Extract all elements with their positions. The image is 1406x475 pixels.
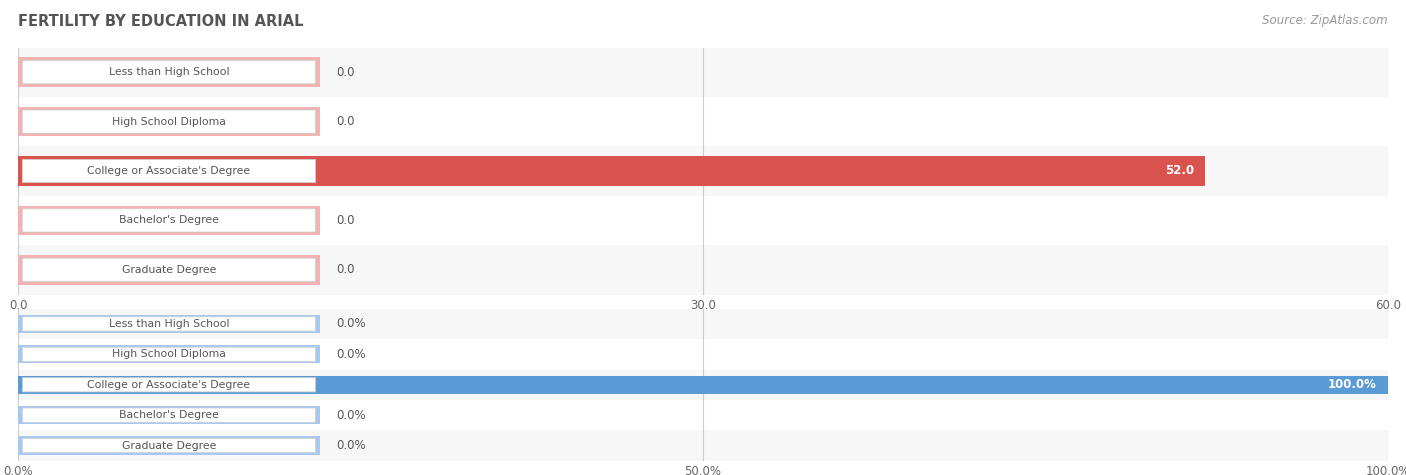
Text: College or Associate's Degree: College or Associate's Degree [87, 380, 250, 390]
Text: 0.0: 0.0 [336, 263, 354, 276]
Bar [18, 339, 1388, 370]
Text: High School Diploma: High School Diploma [112, 349, 226, 360]
Text: College or Associate's Degree: College or Associate's Degree [87, 166, 250, 176]
Text: Source: ZipAtlas.com: Source: ZipAtlas.com [1263, 14, 1388, 27]
Bar [18, 57, 319, 87]
Bar [18, 430, 1388, 461]
Bar [18, 156, 1205, 186]
Text: 0.0%: 0.0% [336, 408, 366, 422]
FancyBboxPatch shape [22, 347, 315, 361]
Bar [18, 406, 319, 424]
Bar [18, 255, 319, 285]
Bar [18, 245, 1388, 294]
Bar [18, 437, 319, 455]
Bar [18, 400, 1388, 430]
FancyBboxPatch shape [22, 258, 315, 281]
FancyBboxPatch shape [22, 160, 315, 182]
FancyBboxPatch shape [22, 438, 315, 453]
FancyBboxPatch shape [22, 110, 315, 133]
Text: Graduate Degree: Graduate Degree [122, 265, 217, 275]
Text: FERTILITY BY EDUCATION IN ARIAL: FERTILITY BY EDUCATION IN ARIAL [18, 14, 304, 29]
FancyBboxPatch shape [22, 317, 315, 331]
Text: Bachelor's Degree: Bachelor's Degree [120, 215, 219, 226]
Bar [18, 107, 319, 136]
Bar [18, 376, 1388, 394]
Bar [18, 315, 319, 333]
Text: 0.0%: 0.0% [336, 317, 366, 331]
Text: Less than High School: Less than High School [108, 319, 229, 329]
FancyBboxPatch shape [22, 61, 315, 84]
Text: Graduate Degree: Graduate Degree [122, 440, 217, 451]
Text: 0.0%: 0.0% [336, 439, 366, 452]
Text: 52.0: 52.0 [1166, 164, 1194, 178]
Bar [18, 97, 1388, 146]
Text: 0.0: 0.0 [336, 115, 354, 128]
Bar [18, 370, 1388, 400]
Bar [18, 206, 319, 235]
Text: Less than High School: Less than High School [108, 67, 229, 77]
Bar [18, 48, 1388, 97]
Bar [18, 345, 319, 363]
FancyBboxPatch shape [22, 408, 315, 422]
FancyBboxPatch shape [22, 378, 315, 392]
Bar [18, 196, 1388, 245]
Text: 0.0%: 0.0% [336, 348, 366, 361]
Text: High School Diploma: High School Diploma [112, 116, 226, 127]
Bar [18, 146, 1388, 196]
Text: 100.0%: 100.0% [1327, 378, 1376, 391]
Text: 0.0: 0.0 [336, 66, 354, 79]
Bar [18, 309, 1388, 339]
Text: 0.0: 0.0 [336, 214, 354, 227]
Text: Bachelor's Degree: Bachelor's Degree [120, 410, 219, 420]
FancyBboxPatch shape [22, 209, 315, 232]
